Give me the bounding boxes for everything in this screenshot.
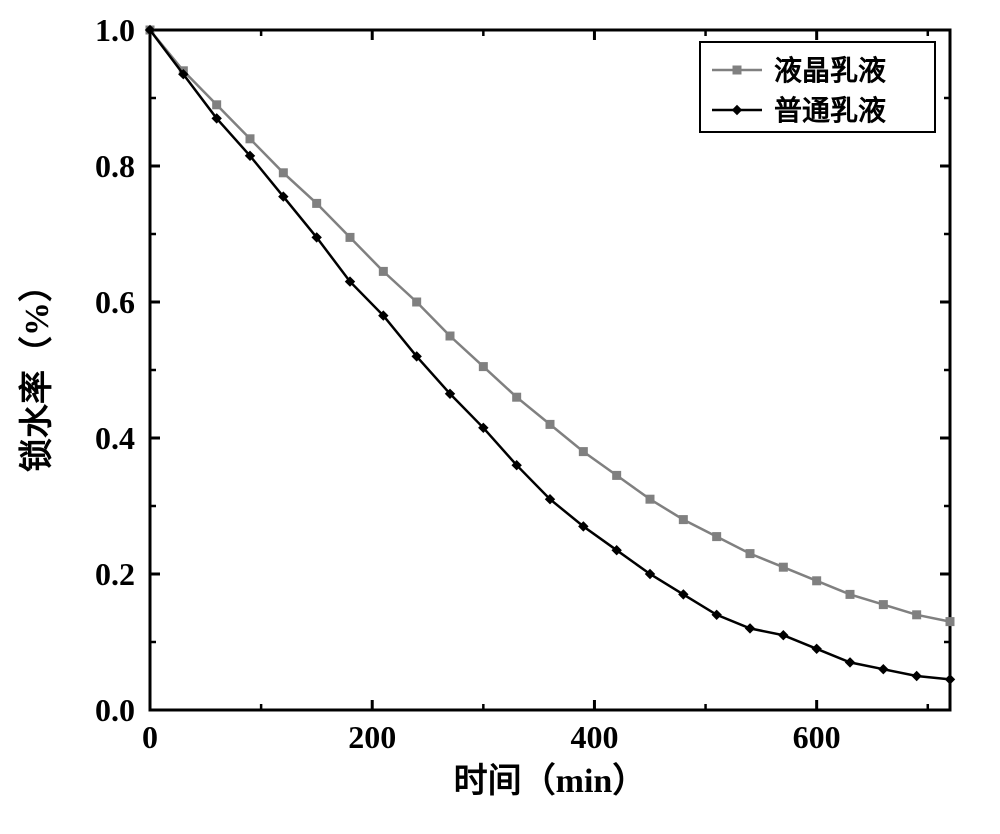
data-marker bbox=[846, 590, 854, 598]
data-marker bbox=[279, 169, 287, 177]
y-tick-label: 0.2 bbox=[95, 556, 135, 592]
data-marker bbox=[313, 199, 321, 207]
data-marker bbox=[546, 420, 554, 428]
data-marker bbox=[913, 611, 921, 619]
data-marker bbox=[779, 563, 787, 571]
data-marker bbox=[513, 393, 521, 401]
line-chart: 0 200 400 600 0.0 0.2 0.4 0.6 0.8 1.0 时间（min） 锁水率（%… bbox=[0, 0, 1000, 834]
data-marker bbox=[813, 577, 821, 585]
data-marker bbox=[413, 298, 421, 306]
x-axis-label: 时间（min） bbox=[454, 761, 647, 800]
data-marker bbox=[446, 332, 454, 340]
x-tick-label: 0 bbox=[142, 719, 158, 755]
data-marker bbox=[912, 672, 921, 681]
y-tick-label: 0.6 bbox=[95, 284, 135, 320]
data-marker bbox=[879, 601, 887, 609]
x-tick-label: 400 bbox=[570, 719, 618, 755]
legend-label: 普通乳液 bbox=[774, 95, 886, 127]
x-tick-label: 600 bbox=[793, 719, 841, 755]
data-marker bbox=[346, 233, 354, 241]
data-marker bbox=[879, 665, 888, 674]
data-marker bbox=[579, 448, 587, 456]
y-tick-label: 1.0 bbox=[95, 12, 135, 48]
chart-container: 0 200 400 600 0.0 0.2 0.4 0.6 0.8 1.0 时间（min） 锁水率（%… bbox=[0, 0, 1000, 834]
y-tick-label: 0.0 bbox=[95, 692, 135, 728]
data-marker bbox=[946, 675, 955, 684]
data-marker bbox=[613, 471, 621, 479]
x-tick-label: 200 bbox=[348, 719, 396, 755]
data-marker bbox=[812, 644, 821, 653]
data-marker bbox=[479, 363, 487, 371]
y-axis-label: 锁水率（%） bbox=[17, 268, 56, 472]
data-marker bbox=[846, 658, 855, 667]
legend-label: 液晶乳液 bbox=[774, 55, 886, 87]
y-tick-label: 0.4 bbox=[95, 420, 135, 456]
data-marker bbox=[946, 618, 954, 626]
y-tick-label: 0.8 bbox=[95, 148, 135, 184]
data-marker bbox=[213, 101, 221, 109]
data-marker bbox=[646, 495, 654, 503]
legend: 液晶乳液普通乳液 bbox=[700, 42, 935, 132]
data-marker bbox=[733, 66, 741, 74]
data-marker bbox=[779, 631, 788, 640]
data-marker bbox=[246, 135, 254, 143]
data-marker bbox=[379, 267, 387, 275]
data-marker bbox=[746, 624, 755, 633]
data-marker bbox=[746, 550, 754, 558]
data-marker bbox=[679, 516, 687, 524]
data-marker bbox=[713, 533, 721, 541]
